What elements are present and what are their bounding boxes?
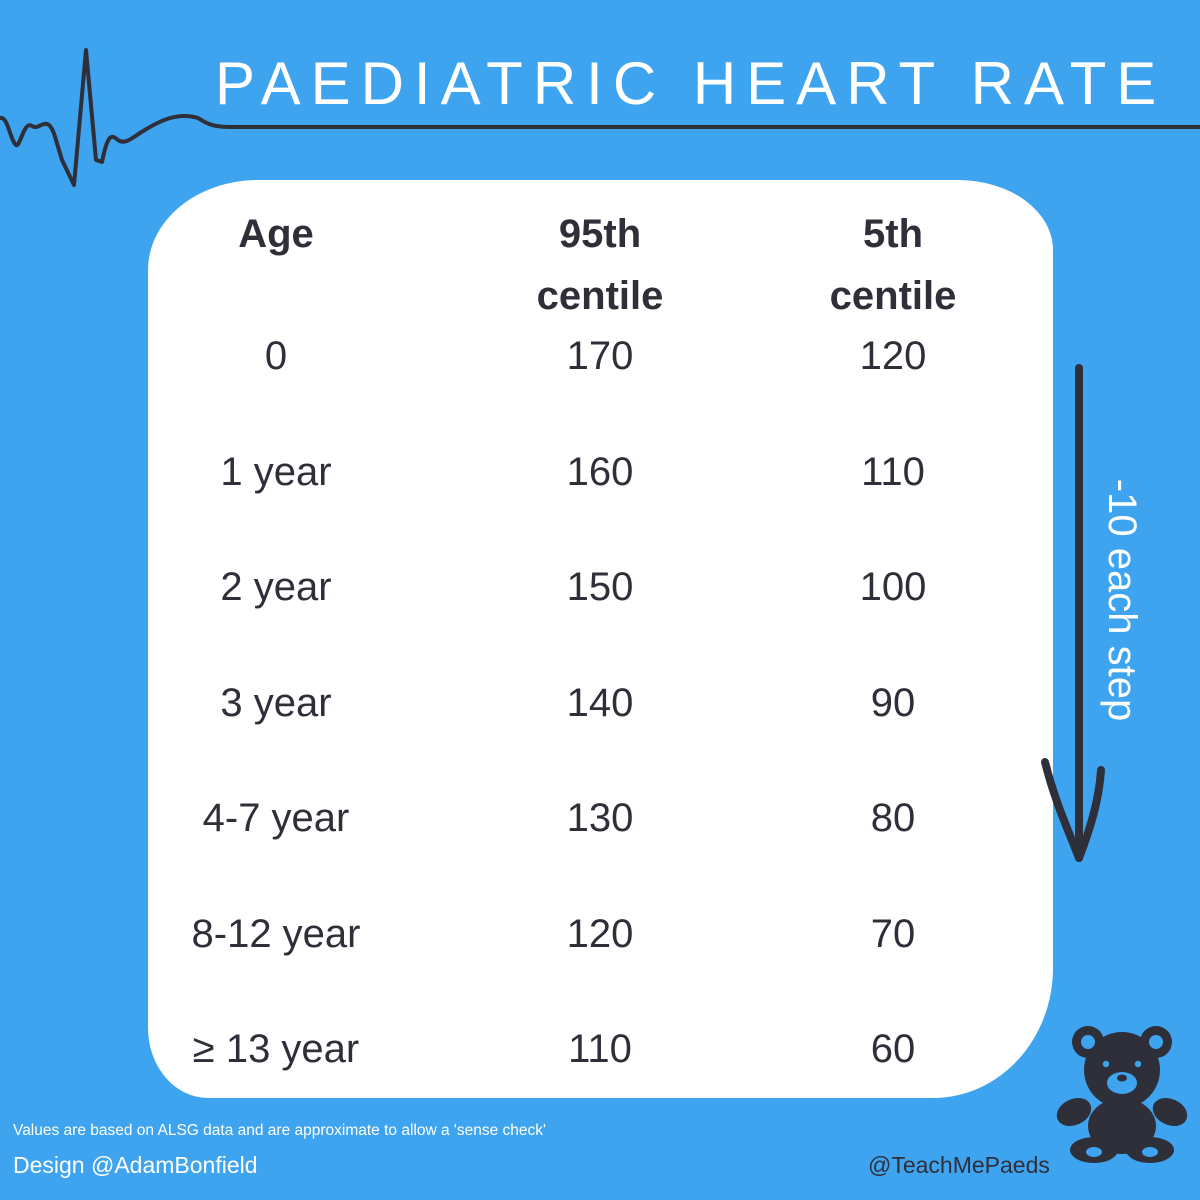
table-cell-age: 4-7 year xyxy=(202,796,350,840)
table-cell-5th: 120 xyxy=(859,334,927,378)
table-cell-95th: 110 xyxy=(568,1027,632,1071)
header-95th-centile: 95th centile xyxy=(536,212,664,318)
table-cell-age: 3 year xyxy=(220,681,332,725)
step-note: -10 each step xyxy=(1100,478,1144,722)
table-cell-95th: 120 xyxy=(566,912,634,956)
table-cell-95th: 160 xyxy=(566,450,634,494)
table-cell-5th: 60 xyxy=(870,1027,916,1071)
down-arrow-icon xyxy=(1041,364,1105,862)
table-cell-95th: 170 xyxy=(566,334,634,378)
header-age: Age xyxy=(238,212,314,256)
table-cell-5th: 90 xyxy=(870,681,916,725)
design-credit: Design @AdamBonfield xyxy=(13,1152,258,1178)
ecg-line-icon xyxy=(0,48,1200,187)
table-cell-95th: 150 xyxy=(566,565,634,609)
header-5th-centile: 5th centile xyxy=(829,212,957,318)
table-cell-5th: 80 xyxy=(870,796,916,840)
page-title: PAEDIATRIC HEART RATE xyxy=(215,50,1167,117)
table-cell-5th: 110 xyxy=(861,450,925,494)
table-cell-age: ≥ 13 year xyxy=(192,1027,360,1071)
table-cell-age: 8-12 year xyxy=(191,912,361,956)
table-cell-age: 0 xyxy=(264,334,288,378)
table-cell-5th: 100 xyxy=(859,565,927,609)
table-cell-95th: 130 xyxy=(566,796,634,840)
footnote: Values are based on ALSG data and are ap… xyxy=(13,1122,546,1139)
table-cell-age: 1 year xyxy=(220,450,332,494)
heart-rate-table-card xyxy=(148,180,1053,1098)
brand-handle: @TeachMePaeds xyxy=(868,1152,1050,1178)
table-cell-95th: 140 xyxy=(566,681,634,725)
table-cell-age: 2 year xyxy=(220,565,332,609)
table-cell-5th: 70 xyxy=(870,912,916,956)
teddy-bear-icon xyxy=(1056,1026,1188,1163)
